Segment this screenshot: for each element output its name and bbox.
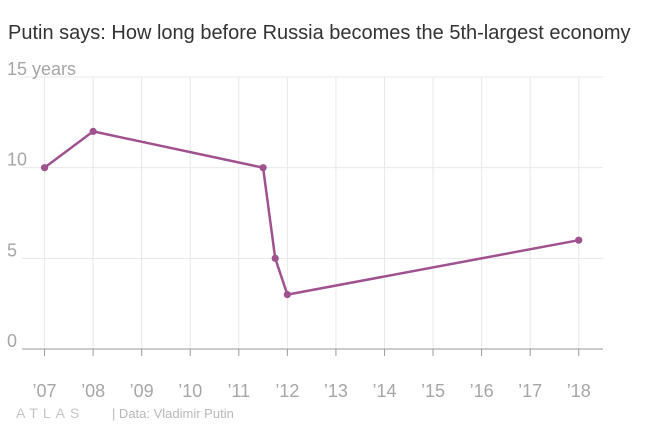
x-tick-label: ’07	[33, 381, 57, 401]
y-tick-labels: 0 5 10 15 years	[7, 59, 76, 351]
y-tick-label: 15 years	[7, 59, 76, 79]
x-tick-label: ’12	[275, 381, 299, 401]
y-tick-label: 10	[7, 150, 27, 170]
data-point	[40, 164, 49, 172]
data-source: | Data: Vladimir Putin	[111, 406, 234, 421]
x-tick-label: ’13	[324, 381, 348, 401]
data-point	[89, 127, 97, 135]
data-point	[271, 254, 279, 262]
x-tick-label: ’08	[81, 381, 105, 401]
data-point	[575, 236, 583, 244]
gridlines	[22, 76, 603, 356]
series-line	[43, 130, 580, 296]
data-point	[259, 164, 267, 172]
chart-footer: ATLAS | Data: Vladimir Putin	[16, 405, 234, 421]
x-tick-labels: ’07 ’08 ’09 ’10 ’11 ’12 ’13 ’14 ’15 ’16 ’17 ’18	[33, 381, 591, 401]
x-tick-label: ’10	[178, 381, 202, 401]
x-tick-label: ’15	[421, 381, 445, 401]
atlas-logo: ATLAS	[16, 405, 85, 421]
y-tick-label: 5	[7, 240, 17, 260]
x-tick-label: ’09	[130, 381, 154, 401]
x-tick-label: ’18	[567, 381, 591, 401]
x-tick-label: ’17	[518, 381, 542, 401]
data-point	[283, 291, 291, 299]
series-layer	[40, 127, 583, 299]
y-tick-label: 0	[7, 331, 17, 351]
x-tick-label: ’16	[470, 381, 494, 401]
chart-title: Putin says: How long before Russia becom…	[8, 22, 631, 44]
x-tick-label: ’14	[372, 381, 396, 401]
x-tick-label: ’11	[227, 381, 250, 401]
